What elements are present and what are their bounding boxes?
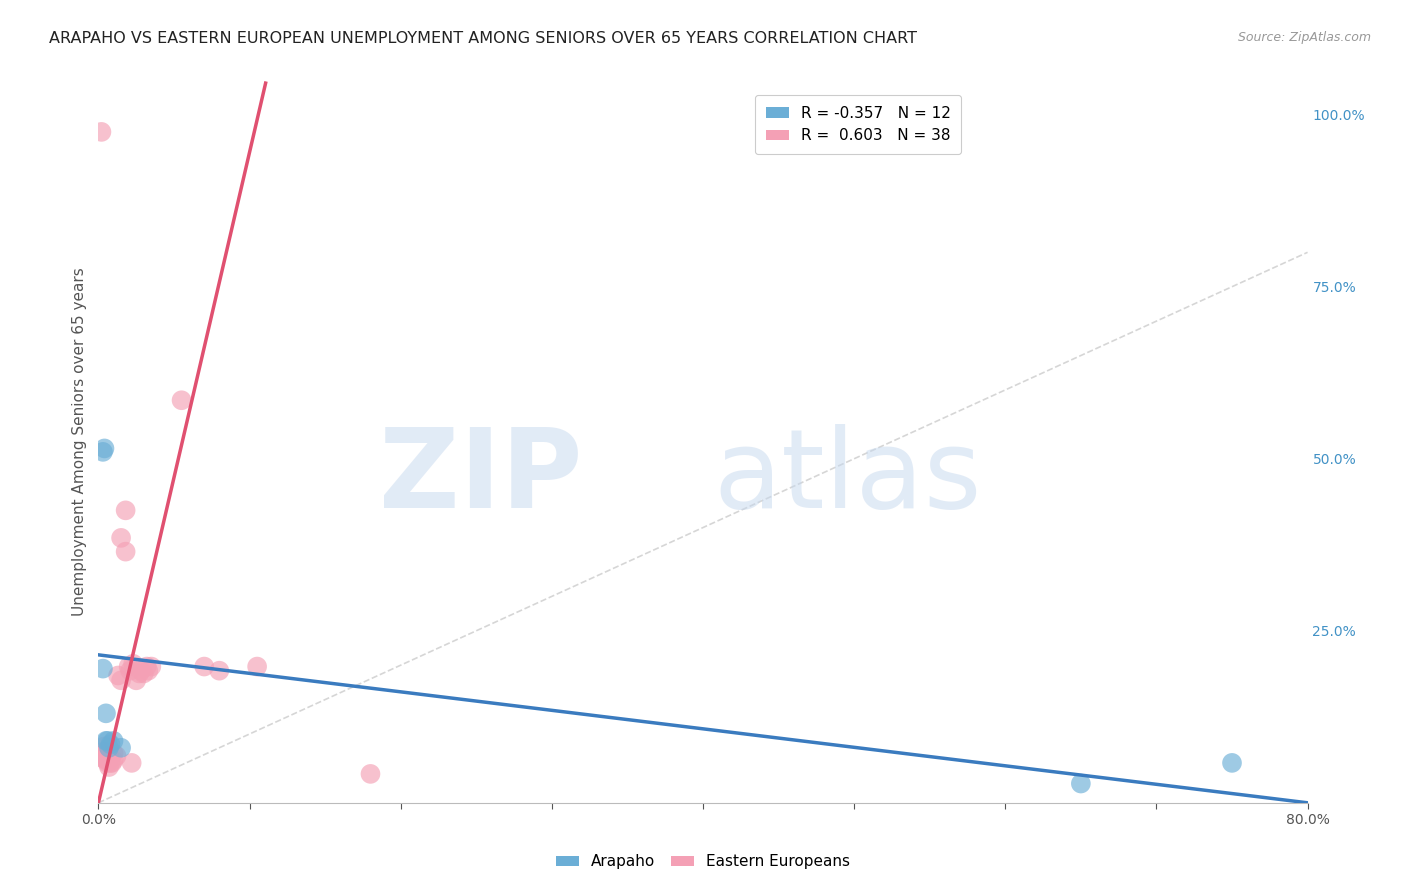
- Point: [1070, 776, 1092, 790]
- Point: [93, 442, 115, 456]
- Point: [114, 544, 136, 558]
- Point: [135, 659, 157, 673]
- Point: [96, 734, 118, 748]
- Point: [94, 706, 117, 721]
- Point: [91, 751, 114, 765]
- Point: [120, 664, 142, 678]
- Point: [110, 740, 132, 755]
- Point: [100, 756, 122, 770]
- Point: [91, 662, 114, 676]
- Point: [136, 664, 159, 678]
- Point: [98, 740, 121, 755]
- Point: [246, 659, 269, 673]
- Point: [90, 125, 112, 139]
- Point: [93, 739, 115, 754]
- Point: [129, 664, 152, 678]
- Point: [141, 659, 163, 673]
- Point: [110, 673, 132, 688]
- Point: [94, 734, 117, 748]
- Point: [132, 666, 155, 681]
- Text: Source: ZipAtlas.com: Source: ZipAtlas.com: [1237, 31, 1371, 45]
- Point: [105, 749, 128, 764]
- Legend: R = -0.357   N = 12, R =  0.603   N = 38: R = -0.357 N = 12, R = 0.603 N = 38: [755, 95, 962, 154]
- Point: [94, 753, 117, 767]
- Point: [91, 445, 114, 459]
- Point: [208, 664, 231, 678]
- Point: [93, 744, 115, 758]
- Point: [107, 668, 129, 682]
- Legend: Arapaho, Eastern Europeans: Arapaho, Eastern Europeans: [550, 848, 856, 875]
- Point: [91, 747, 114, 762]
- Point: [193, 659, 215, 673]
- Point: [110, 531, 132, 545]
- Point: [103, 734, 125, 748]
- Point: [98, 749, 121, 764]
- Text: atlas: atlas: [714, 425, 983, 531]
- Point: [101, 756, 124, 770]
- Point: [170, 393, 193, 408]
- Y-axis label: Unemployment Among Seniors over 65 years: Unemployment Among Seniors over 65 years: [72, 268, 87, 615]
- Point: [98, 760, 121, 774]
- Point: [118, 659, 141, 673]
- Text: ZIP: ZIP: [378, 425, 582, 531]
- Point: [96, 753, 118, 767]
- Point: [94, 749, 117, 764]
- Point: [121, 756, 143, 770]
- Point: [360, 767, 382, 781]
- Point: [96, 756, 118, 770]
- Point: [103, 746, 125, 760]
- Point: [114, 503, 136, 517]
- Point: [93, 747, 115, 762]
- Point: [100, 737, 122, 751]
- Point: [128, 666, 150, 681]
- Point: [103, 753, 125, 767]
- Point: [122, 657, 145, 671]
- Text: ARAPAHO VS EASTERN EUROPEAN UNEMPLOYMENT AMONG SENIORS OVER 65 YEARS CORRELATION: ARAPAHO VS EASTERN EUROPEAN UNEMPLOYMENT…: [49, 31, 917, 46]
- Point: [1220, 756, 1243, 770]
- Point: [125, 673, 148, 688]
